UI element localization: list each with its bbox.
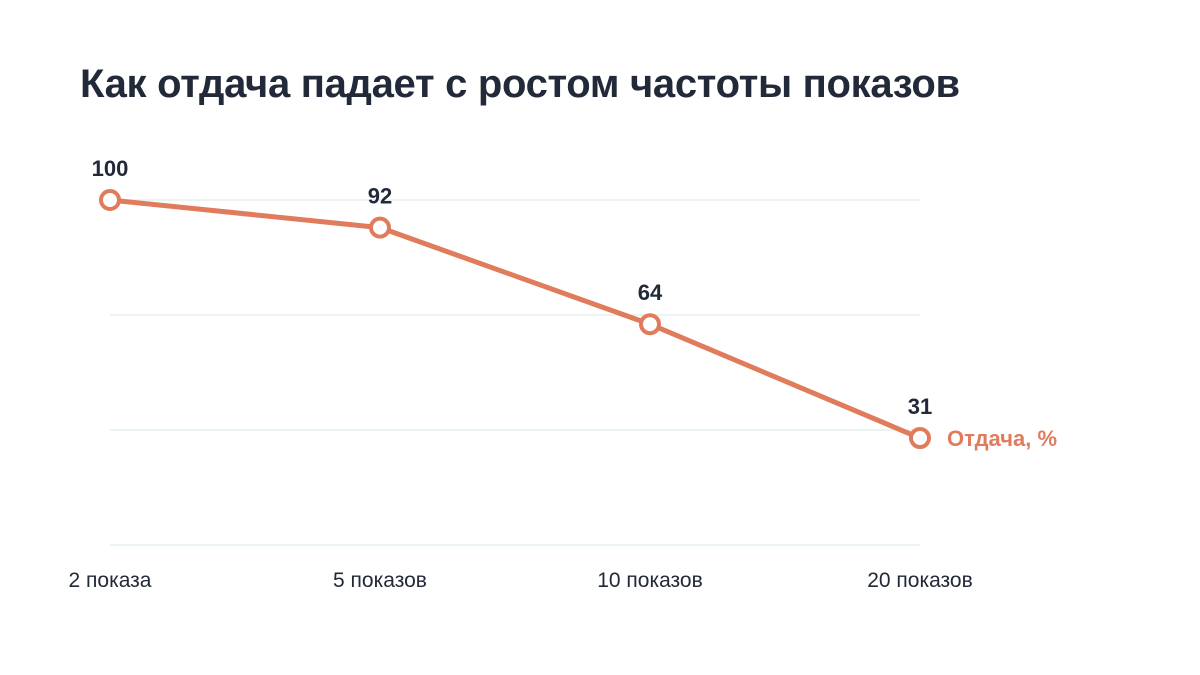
x-tick-label: 10 показов xyxy=(597,569,703,592)
series-line xyxy=(107,197,923,441)
chart-title: Как отдача падает с ростом частоты показ… xyxy=(80,62,960,106)
data-label: 31 xyxy=(908,394,932,419)
data-label: 92 xyxy=(368,184,392,209)
x-tick-label: 5 показов xyxy=(333,569,427,592)
data-label: 64 xyxy=(638,280,663,305)
x-tick-label: 20 показов xyxy=(867,569,973,592)
data-point xyxy=(99,189,121,211)
gridlines xyxy=(110,199,920,546)
data-point xyxy=(639,313,661,336)
data-point xyxy=(369,216,391,239)
series-group xyxy=(99,189,931,450)
data-labels: 100 92 64 31 Отдача, % xyxy=(92,156,1057,451)
data-point xyxy=(909,427,931,450)
series-label: Отдача, % xyxy=(947,426,1057,451)
x-tick-label: 2 показа xyxy=(69,569,152,592)
x-axis-tick-labels: 2 показа 5 показов 10 показов 20 показов xyxy=(69,569,973,592)
data-label: 100 xyxy=(92,156,129,181)
